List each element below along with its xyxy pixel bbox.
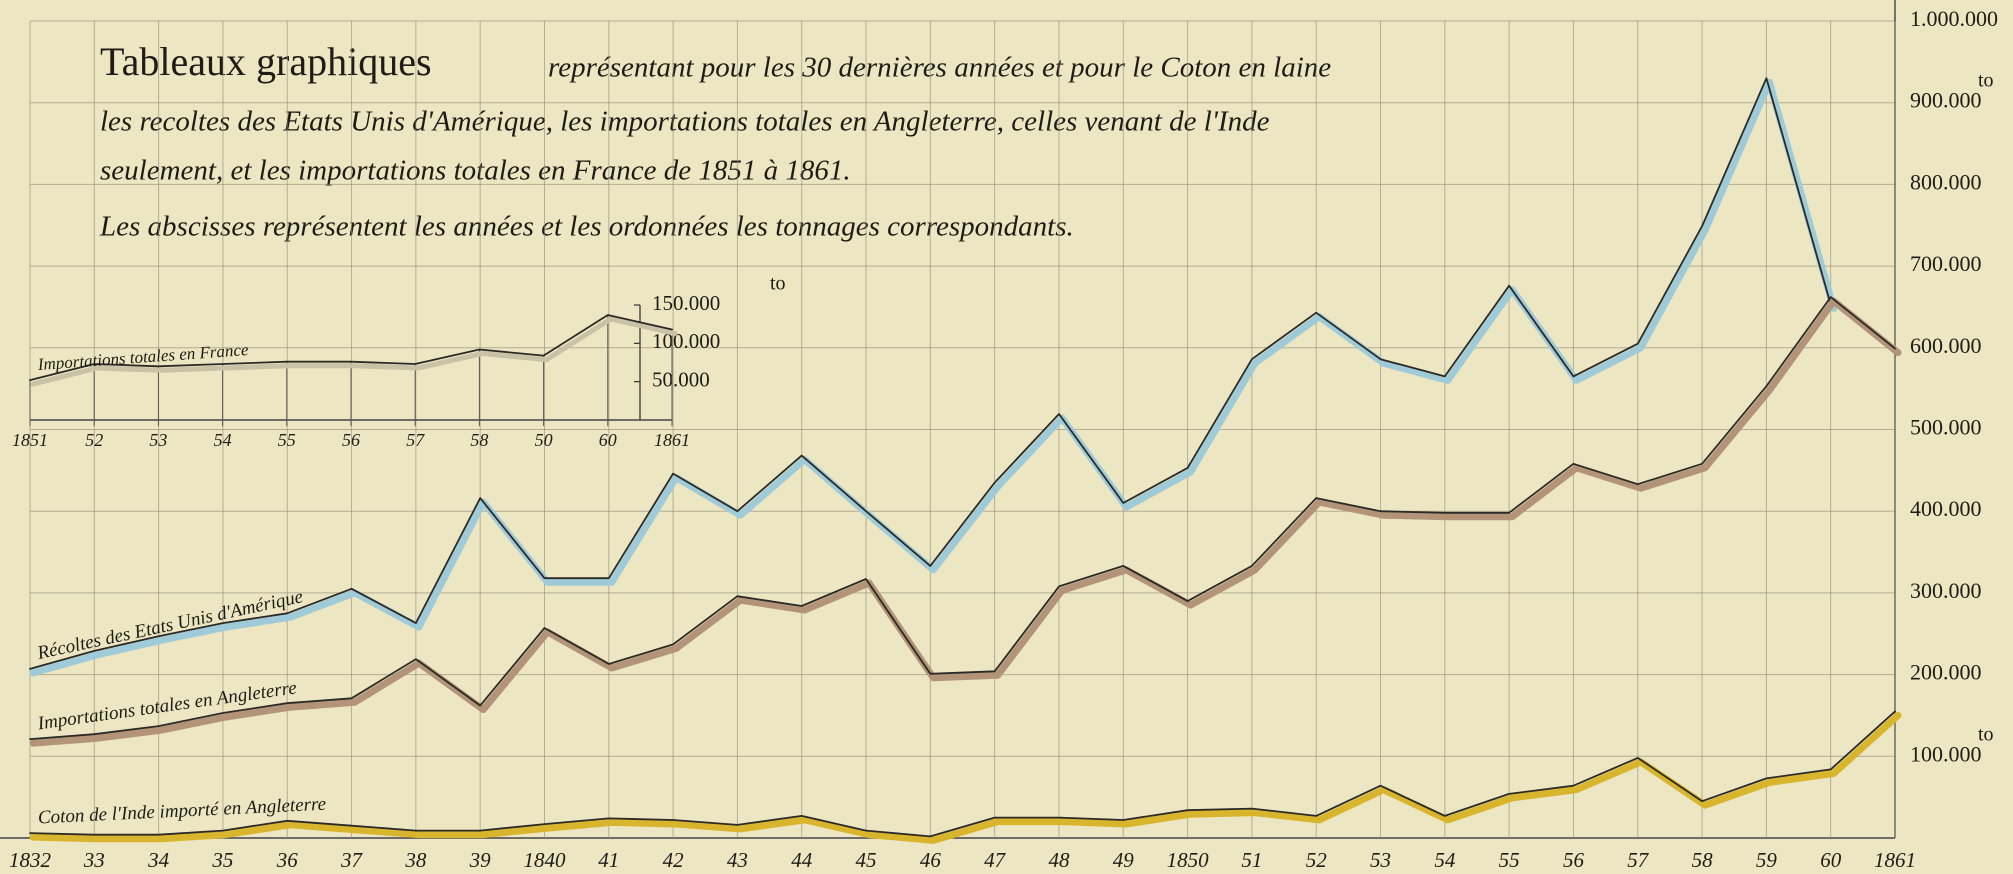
y-tick-label: 300.000 <box>1910 578 1982 603</box>
x-tick-label: 1861 <box>654 430 690 450</box>
y-tick-label: 1.000.000 <box>1910 6 1998 31</box>
y-tick-label: 150.000 <box>652 291 720 315</box>
x-tick-label: 55 <box>1499 848 1520 872</box>
x-tick-label: 34 <box>147 848 170 872</box>
x-tick-label: 39 <box>469 848 492 872</box>
y-tick-label: 500.000 <box>1910 415 1982 440</box>
line <box>29 710 1896 838</box>
line-shadow <box>30 316 678 387</box>
x-tick-label: 52 <box>85 430 103 450</box>
x-tick-label: 56 <box>1563 848 1585 872</box>
subtitle: seulement, et les importations totales e… <box>100 155 851 187</box>
line <box>29 296 1896 740</box>
x-tick-label: 47 <box>984 848 1007 872</box>
x-tick-label: 37 <box>340 848 364 872</box>
x-tick-label: 1832 <box>9 848 52 872</box>
y-tick-label: 700.000 <box>1910 251 1982 276</box>
chart-title: Tableaux graphiques <box>100 39 432 84</box>
y-tick-label: 600.000 <box>1910 333 1982 358</box>
x-tick-label: 53 <box>149 430 167 450</box>
y-tick-label: 100.000 <box>1910 741 1982 766</box>
subtitle: Les abscisses représentent les années et… <box>99 211 1074 243</box>
x-tick-label: 59 <box>1756 848 1778 872</box>
line-shadow <box>29 711 1902 844</box>
x-tick-label: 57 <box>406 430 425 450</box>
x-tick-label: 1851 <box>12 430 48 450</box>
x-tick-label: 38 <box>404 848 427 872</box>
x-tick-label: 48 <box>1048 848 1070 872</box>
subtitle: représentant pour les 30 dernières année… <box>548 52 1331 84</box>
x-tick-label: 51 <box>1241 848 1262 872</box>
x-tick-label: 45 <box>856 848 877 872</box>
x-tick-label: 35 <box>211 848 233 872</box>
x-tick-label: 54 <box>1434 848 1456 872</box>
line <box>29 77 1832 670</box>
y-tick-label: 400.000 <box>1910 496 1982 521</box>
x-tick-label: 1861 <box>1874 848 1916 872</box>
axis-unit: to <box>1978 70 1994 92</box>
line <box>29 314 673 381</box>
y-tick-label: 200.000 <box>1910 660 1982 685</box>
x-tick-label: 58 <box>1692 848 1714 872</box>
x-tick-label: 60 <box>1820 848 1842 872</box>
axis-unit: to <box>1978 724 1994 746</box>
x-tick-label: 46 <box>920 848 942 872</box>
x-tick-label: 49 <box>1113 848 1135 872</box>
x-tick-label: 1850 <box>1167 848 1210 872</box>
subtitle: les recoltes des Etats Unis d'Amérique, … <box>100 106 1270 138</box>
y-tick-label: 50.000 <box>652 367 710 391</box>
x-tick-label: 1840 <box>523 848 566 872</box>
x-tick-label: 33 <box>83 848 105 872</box>
x-tick-label: 52 <box>1306 848 1328 872</box>
x-tick-label: 56 <box>342 430 360 450</box>
x-tick-label: 36 <box>276 848 299 872</box>
y-tick-label: 800.000 <box>1910 169 1982 194</box>
y-tick-label: 900.000 <box>1910 88 1982 113</box>
x-tick-label: 55 <box>278 430 296 450</box>
x-tick-label: 42 <box>663 848 685 872</box>
x-tick-label: 57 <box>1627 848 1650 872</box>
x-tick-label: 53 <box>1370 848 1391 872</box>
x-tick-label: 41 <box>598 848 619 872</box>
x-tick-label: 54 <box>214 430 232 450</box>
x-tick-label: 60 <box>599 430 617 450</box>
x-tick-label: 43 <box>727 848 748 872</box>
x-tick-label: 58 <box>470 430 488 450</box>
axis-unit: to <box>770 273 786 295</box>
line-shadow <box>29 297 1902 747</box>
x-tick-label: 50 <box>535 430 553 450</box>
x-tick-label: 44 <box>791 848 813 872</box>
